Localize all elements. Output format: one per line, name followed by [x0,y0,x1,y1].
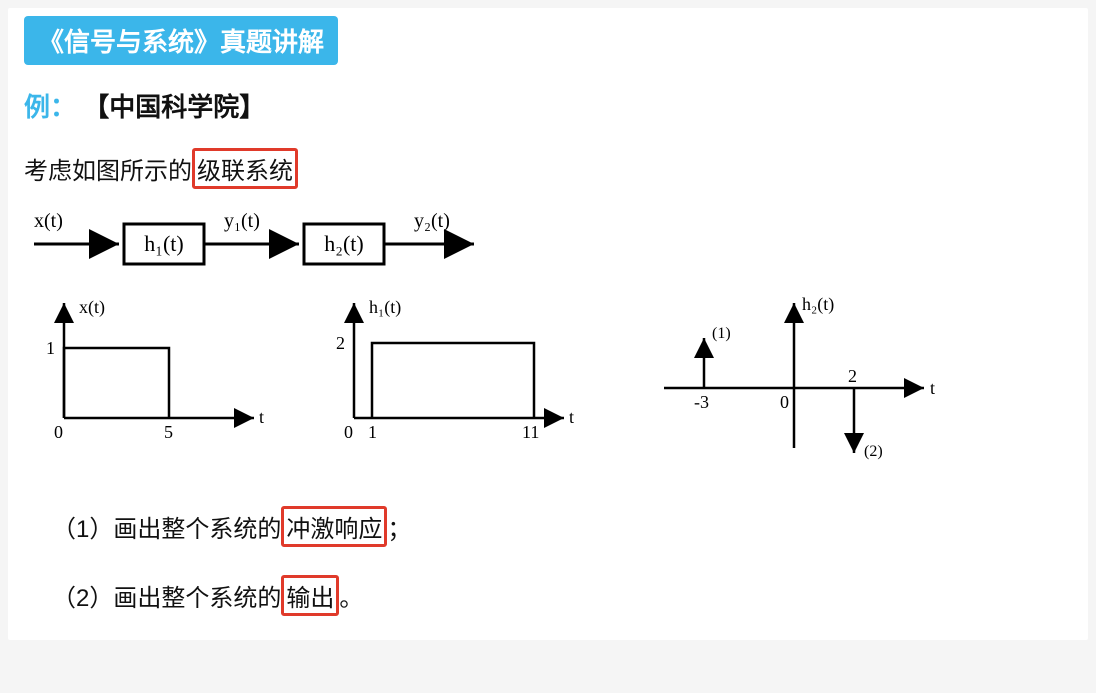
question-2: （2）画出整个系统的输出。 [52,575,1072,616]
q1-highlight: 冲激响应 [281,506,387,547]
example-label: 例： [24,92,76,122]
problem-prefix: 考虑如图所示的 [24,158,192,185]
plot-h2-tlabel: t [930,378,935,398]
bd-input-label: x(t) [34,210,63,232]
page: 《信号与系统》真题讲解 例： 【中国科学院】 考虑如图所示的级联系统 x(t) … [8,8,1088,640]
plot-h2-imp1-x: -3 [694,392,709,412]
q1-suffix: ； [387,516,411,543]
bd-block2-label: h₂(t) [324,231,363,256]
plot-h2: (1) -3 (2) 2 h₂(t) t 0 [624,288,954,478]
plot-h2-imp2-x: 2 [848,366,857,386]
plot-x: x(t) t 1 0 5 [24,288,274,448]
plot-h1: h₁(t) t 2 0 1 11 [314,288,584,448]
plot-h1-ylabel: h₁(t) [369,297,401,318]
header-title: 《信号与系统》真题讲解 [38,27,324,57]
problem-statement: 考虑如图所示的级联系统 [24,148,298,189]
plot-x-ylabel: x(t) [79,297,105,318]
plot-x-ytick: 1 [46,338,55,358]
plot-h2-origin: 0 [780,392,789,412]
plot-h1-ytick: 2 [336,333,345,353]
plot-h1-tlabel: t [569,407,574,427]
q2-suffix: 。 [339,585,363,612]
bd-mid-label: y₁(t) [224,210,260,232]
plot-h2-ylabel: h₂(t) [802,294,834,315]
q2-prefix: （2）画出整个系统的 [52,585,281,612]
q1-prefix: （1）画出整个系统的 [52,516,281,543]
bd-block1-label: h₁(t) [144,231,183,256]
plots-row: x(t) t 1 0 5 h₁(t) t 2 0 1 11 [24,288,1072,478]
plot-h2-imp1-weight: (1) [712,325,731,342]
plot-x-tlabel: t [259,407,264,427]
block-diagram-svg: x(t) h₁(t) y₁(t) h₂(t) y₂(t) [24,199,504,269]
plot-h2-imp2-weight: (2) [864,443,883,460]
example-source: 【中国科学院】 [83,92,265,122]
q2-highlight: 输出 [281,575,339,616]
problem-highlight: 级联系统 [192,148,298,189]
bd-output-label: y₂(t) [414,210,450,232]
block-diagram: x(t) h₁(t) y₁(t) h₂(t) y₂(t) [24,199,1072,274]
example-line: 例： 【中国科学院】 [24,87,1072,124]
plot-h1-x1a: 1 [368,422,377,442]
plot-h1-x1b: 11 [522,422,539,442]
plot-x-x1: 5 [164,422,173,442]
question-1: （1）画出整个系统的冲激响应； [52,506,1072,547]
plot-h1-x0: 0 [344,422,353,442]
header-badge: 《信号与系统》真题讲解 [24,16,338,65]
plot-x-x0: 0 [54,422,63,442]
